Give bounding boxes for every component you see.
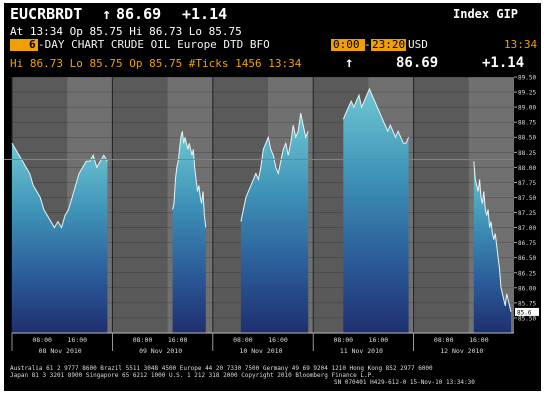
y-tick-label: 88.00 (518, 165, 536, 172)
y-tick-label: 86.25 (518, 270, 536, 277)
stats-row: Hi 86.73 Lo 85.75 Op 85.75 #Ticks 1456 1… (4, 55, 541, 71)
x-date-label: 11 Nov 2010 (340, 347, 383, 355)
footer: Australia 61 2 9777 8600 Brazil 5511 304… (4, 363, 541, 391)
y-tick-label: 88.50 (518, 135, 536, 142)
x-date-label: 12 Nov 2010 (440, 347, 483, 355)
footer-line-3: SN 070401 H429-612-0 15-Nov-10 13:34:30 (334, 379, 475, 386)
x-date-label: 09 Nov 2010 (139, 347, 182, 355)
y-tick-label: 85.75 (518, 300, 536, 307)
quote-summary-text: At 13:34 Op 85.75 Hi 86.73 Lo 85.75 (10, 25, 242, 38)
y-axis: 89.50 89.25 89.00 88.75 88.50 88.25 88.00 87.75… (514, 71, 541, 361)
price-line-day-3 (240, 112, 309, 222)
stats-change: +1.14 (482, 55, 525, 71)
end-time-bg (371, 39, 406, 51)
x-axis: 08:00 16:00 08 Nov 2010 08:00 16:00 09 Nov 20… (11, 332, 514, 355)
y-tick-label: 88.75 (518, 120, 536, 127)
up-arrow-icon: ↑ (102, 5, 112, 23)
y-tick-label: 86.00 (518, 285, 536, 292)
stats-last-price: 86.69 (396, 55, 439, 71)
price-area-day-4 (343, 89, 409, 333)
security-ticker[interactable]: EUCRBRDT (10, 5, 83, 23)
time-separator: - (364, 38, 371, 51)
y-tick-label: 87.50 (518, 195, 536, 202)
index-label[interactable]: Index GIP (453, 7, 519, 21)
x-time-label: 08:00 (233, 336, 253, 344)
days-input[interactable]: 6 (29, 38, 36, 51)
up-arrow-icon: ↑ (345, 55, 354, 71)
x-time-label: 08:00 (133, 336, 153, 344)
x-time-label: 16:00 (67, 336, 87, 344)
bloomberg-terminal-window: EUCRBRDT ↑ 86.69 +1.14 Index GIP At 13:3… (4, 3, 541, 391)
intraday-price-chart[interactable]: 89.50 89.25 89.00 88.75 88.50 88.25 88.00 87.75… (4, 71, 541, 361)
last-price: 86.69 (116, 5, 162, 23)
price-line-day-1 (11, 143, 108, 229)
footer-line-2: Japan 81 3 3201 8900 Singapore 65 6212 1… (10, 372, 375, 379)
start-time-input[interactable]: 0:00 (333, 38, 360, 51)
x-time-label: 08:00 (334, 336, 354, 344)
price-lines (11, 87, 512, 313)
price-area-day-2 (172, 131, 206, 333)
y-tick-label: 89.50 (518, 75, 536, 82)
y-tick-label: 87.25 (518, 210, 536, 217)
x-time-label: 16:00 (268, 336, 288, 344)
last-value-box (515, 307, 539, 316)
x-time-label: 08:00 (32, 336, 52, 344)
y-tick-label: 89.25 (518, 90, 536, 97)
x-time-label: 08:00 (434, 336, 454, 344)
x-date-label: 08 Nov 2010 (39, 347, 82, 355)
chart-title: -DAY CHART CRUDE OIL Europe DTD BFO (38, 38, 270, 51)
currency-label: USD (408, 38, 428, 51)
x-time-label: 16:00 (168, 336, 188, 344)
x-time-label: 16:00 (369, 336, 389, 344)
y-tick-label: 85.50 (518, 315, 536, 322)
price-line-day-5 (473, 161, 512, 313)
current-time: 13:34 (504, 38, 538, 51)
last-value-label: 85.6 (517, 309, 532, 316)
price-area-day-5 (473, 161, 511, 333)
chart-title-row: 6 -DAY CHART CRUDE OIL Europe DTD BFO 0:… (4, 38, 541, 53)
price-line-day-2 (172, 131, 207, 228)
quote-summary-row: At 13:34 Op 85.75 Hi 86.73 Lo 85.75 (4, 25, 541, 38)
y-tick-label: 87.75 (518, 180, 536, 187)
y-tick-label: 88.25 (518, 150, 536, 157)
y-tick-label: 86.50 (518, 255, 536, 262)
y-tick-label: 89.00 (518, 105, 536, 112)
y-tick-label: 86.75 (518, 240, 536, 247)
security-header: EUCRBRDT ↑ 86.69 +1.14 Index GIP (4, 5, 541, 23)
price-line-day-4 (342, 87, 410, 144)
days-field-bg (10, 39, 38, 51)
stats-text: Hi 86.73 Lo 85.75 Op 85.75 #Ticks 1456 1… (10, 57, 302, 70)
end-time-input[interactable]: 23:20 (372, 38, 406, 51)
price-area-day-3 (240, 113, 309, 333)
footer-line-1: Australia 61 2 9777 8600 Brazil 5511 304… (10, 365, 433, 372)
x-time-label: 16:00 (469, 336, 489, 344)
x-date-label: 10 Nov 2010 (239, 347, 282, 355)
net-change: +1.14 (182, 5, 228, 23)
y-tick-label: 87.00 (518, 225, 536, 232)
start-time-bg (331, 39, 365, 51)
